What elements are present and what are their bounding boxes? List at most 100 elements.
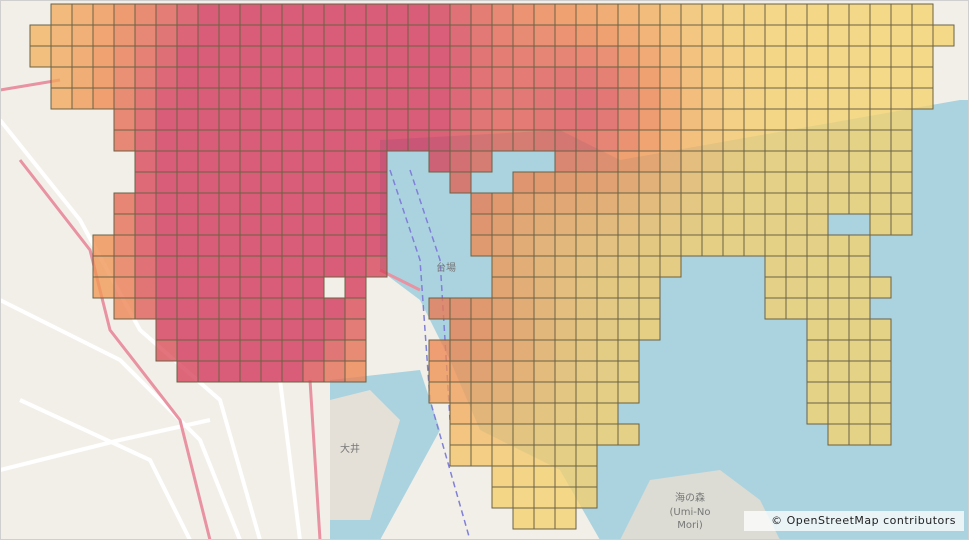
heat-cell <box>512 66 535 89</box>
heat-cell <box>281 276 304 299</box>
heat-cell <box>155 234 178 257</box>
heat-cell <box>176 87 199 110</box>
heat-cell <box>491 465 514 488</box>
heat-cell <box>365 3 388 26</box>
heat-cell <box>260 108 283 131</box>
heat-cell <box>596 234 619 257</box>
heat-cell <box>533 87 556 110</box>
heat-cell <box>155 171 178 194</box>
heat-cell <box>554 66 577 89</box>
heat-cell <box>827 66 850 89</box>
heat-cell <box>638 171 661 194</box>
heat-cell <box>533 213 556 236</box>
heat-cell <box>218 192 241 215</box>
heat-cell <box>218 360 241 383</box>
heat-cell <box>155 45 178 68</box>
heat-cell <box>743 171 766 194</box>
heat-cell <box>638 276 661 299</box>
heat-cell <box>281 129 304 152</box>
heat-cell <box>449 3 472 26</box>
heat-cell <box>617 234 640 257</box>
heat-cell <box>512 234 535 257</box>
heat-cell <box>722 171 745 194</box>
heat-cell <box>848 297 871 320</box>
heat-cell <box>176 24 199 47</box>
heat-cell <box>344 213 367 236</box>
heat-cell <box>575 381 598 404</box>
heat-cell <box>890 150 913 173</box>
heat-cell <box>344 66 367 89</box>
heat-cell <box>533 444 556 467</box>
heat-cell <box>596 213 619 236</box>
heat-cell <box>218 213 241 236</box>
heat-cell <box>680 129 703 152</box>
heat-cell <box>806 171 829 194</box>
place-label: 海の森 <box>675 491 705 504</box>
heat-cell <box>533 507 556 530</box>
heat-cell <box>113 234 136 257</box>
heat-cell <box>848 45 871 68</box>
heat-cell <box>428 381 451 404</box>
heat-cell <box>470 213 493 236</box>
heat-cell <box>743 129 766 152</box>
place-label: 台場 <box>436 261 456 274</box>
heat-cell <box>743 108 766 131</box>
heat-cell <box>134 297 157 320</box>
heat-cell <box>365 87 388 110</box>
heat-cell <box>701 24 724 47</box>
heat-cell <box>890 108 913 131</box>
heat-cell <box>575 3 598 26</box>
heat-cell <box>428 339 451 362</box>
heat-cell <box>575 129 598 152</box>
heat-cell <box>785 171 808 194</box>
heat-cell <box>470 318 493 341</box>
heat-cell <box>323 3 346 26</box>
heat-cell <box>512 192 535 215</box>
heat-cell <box>890 66 913 89</box>
heat-cell <box>197 129 220 152</box>
heat-cell <box>491 402 514 425</box>
heat-cell <box>827 150 850 173</box>
heat-cell <box>260 3 283 26</box>
heat-cell <box>743 45 766 68</box>
heat-cell <box>344 24 367 47</box>
heat-cell <box>806 339 829 362</box>
heat-cell <box>806 66 829 89</box>
heat-cell <box>302 45 325 68</box>
heat-cell <box>554 339 577 362</box>
heat-cell <box>722 24 745 47</box>
heat-cell <box>365 66 388 89</box>
heat-cell <box>533 129 556 152</box>
heat-cell <box>71 24 94 47</box>
heat-cell <box>638 3 661 26</box>
heat-cell <box>575 150 598 173</box>
heat-cell <box>470 24 493 47</box>
heat-cell <box>155 276 178 299</box>
heat-cell <box>491 423 514 446</box>
heat-cell <box>491 108 514 131</box>
heat-cell <box>176 255 199 278</box>
heat-cell <box>113 24 136 47</box>
heat-cell <box>617 297 640 320</box>
heat-cell <box>617 45 640 68</box>
heat-cell <box>701 171 724 194</box>
heat-cell <box>260 87 283 110</box>
heat-cell <box>680 3 703 26</box>
heat-cell <box>617 108 640 131</box>
heat-cell <box>596 129 619 152</box>
heat-cell <box>260 24 283 47</box>
heat-cell <box>365 255 388 278</box>
heat-cell <box>764 108 787 131</box>
heat-cell <box>281 297 304 320</box>
heat-cell <box>323 108 346 131</box>
heat-cell <box>302 276 325 299</box>
heat-cell <box>344 108 367 131</box>
heat-cell <box>533 255 556 278</box>
heat-cell <box>386 66 409 89</box>
heat-cell <box>323 318 346 341</box>
heat-cell <box>617 381 640 404</box>
heat-cell <box>344 192 367 215</box>
heat-cell <box>218 3 241 26</box>
heat-cell <box>323 150 346 173</box>
heat-cell <box>806 150 829 173</box>
